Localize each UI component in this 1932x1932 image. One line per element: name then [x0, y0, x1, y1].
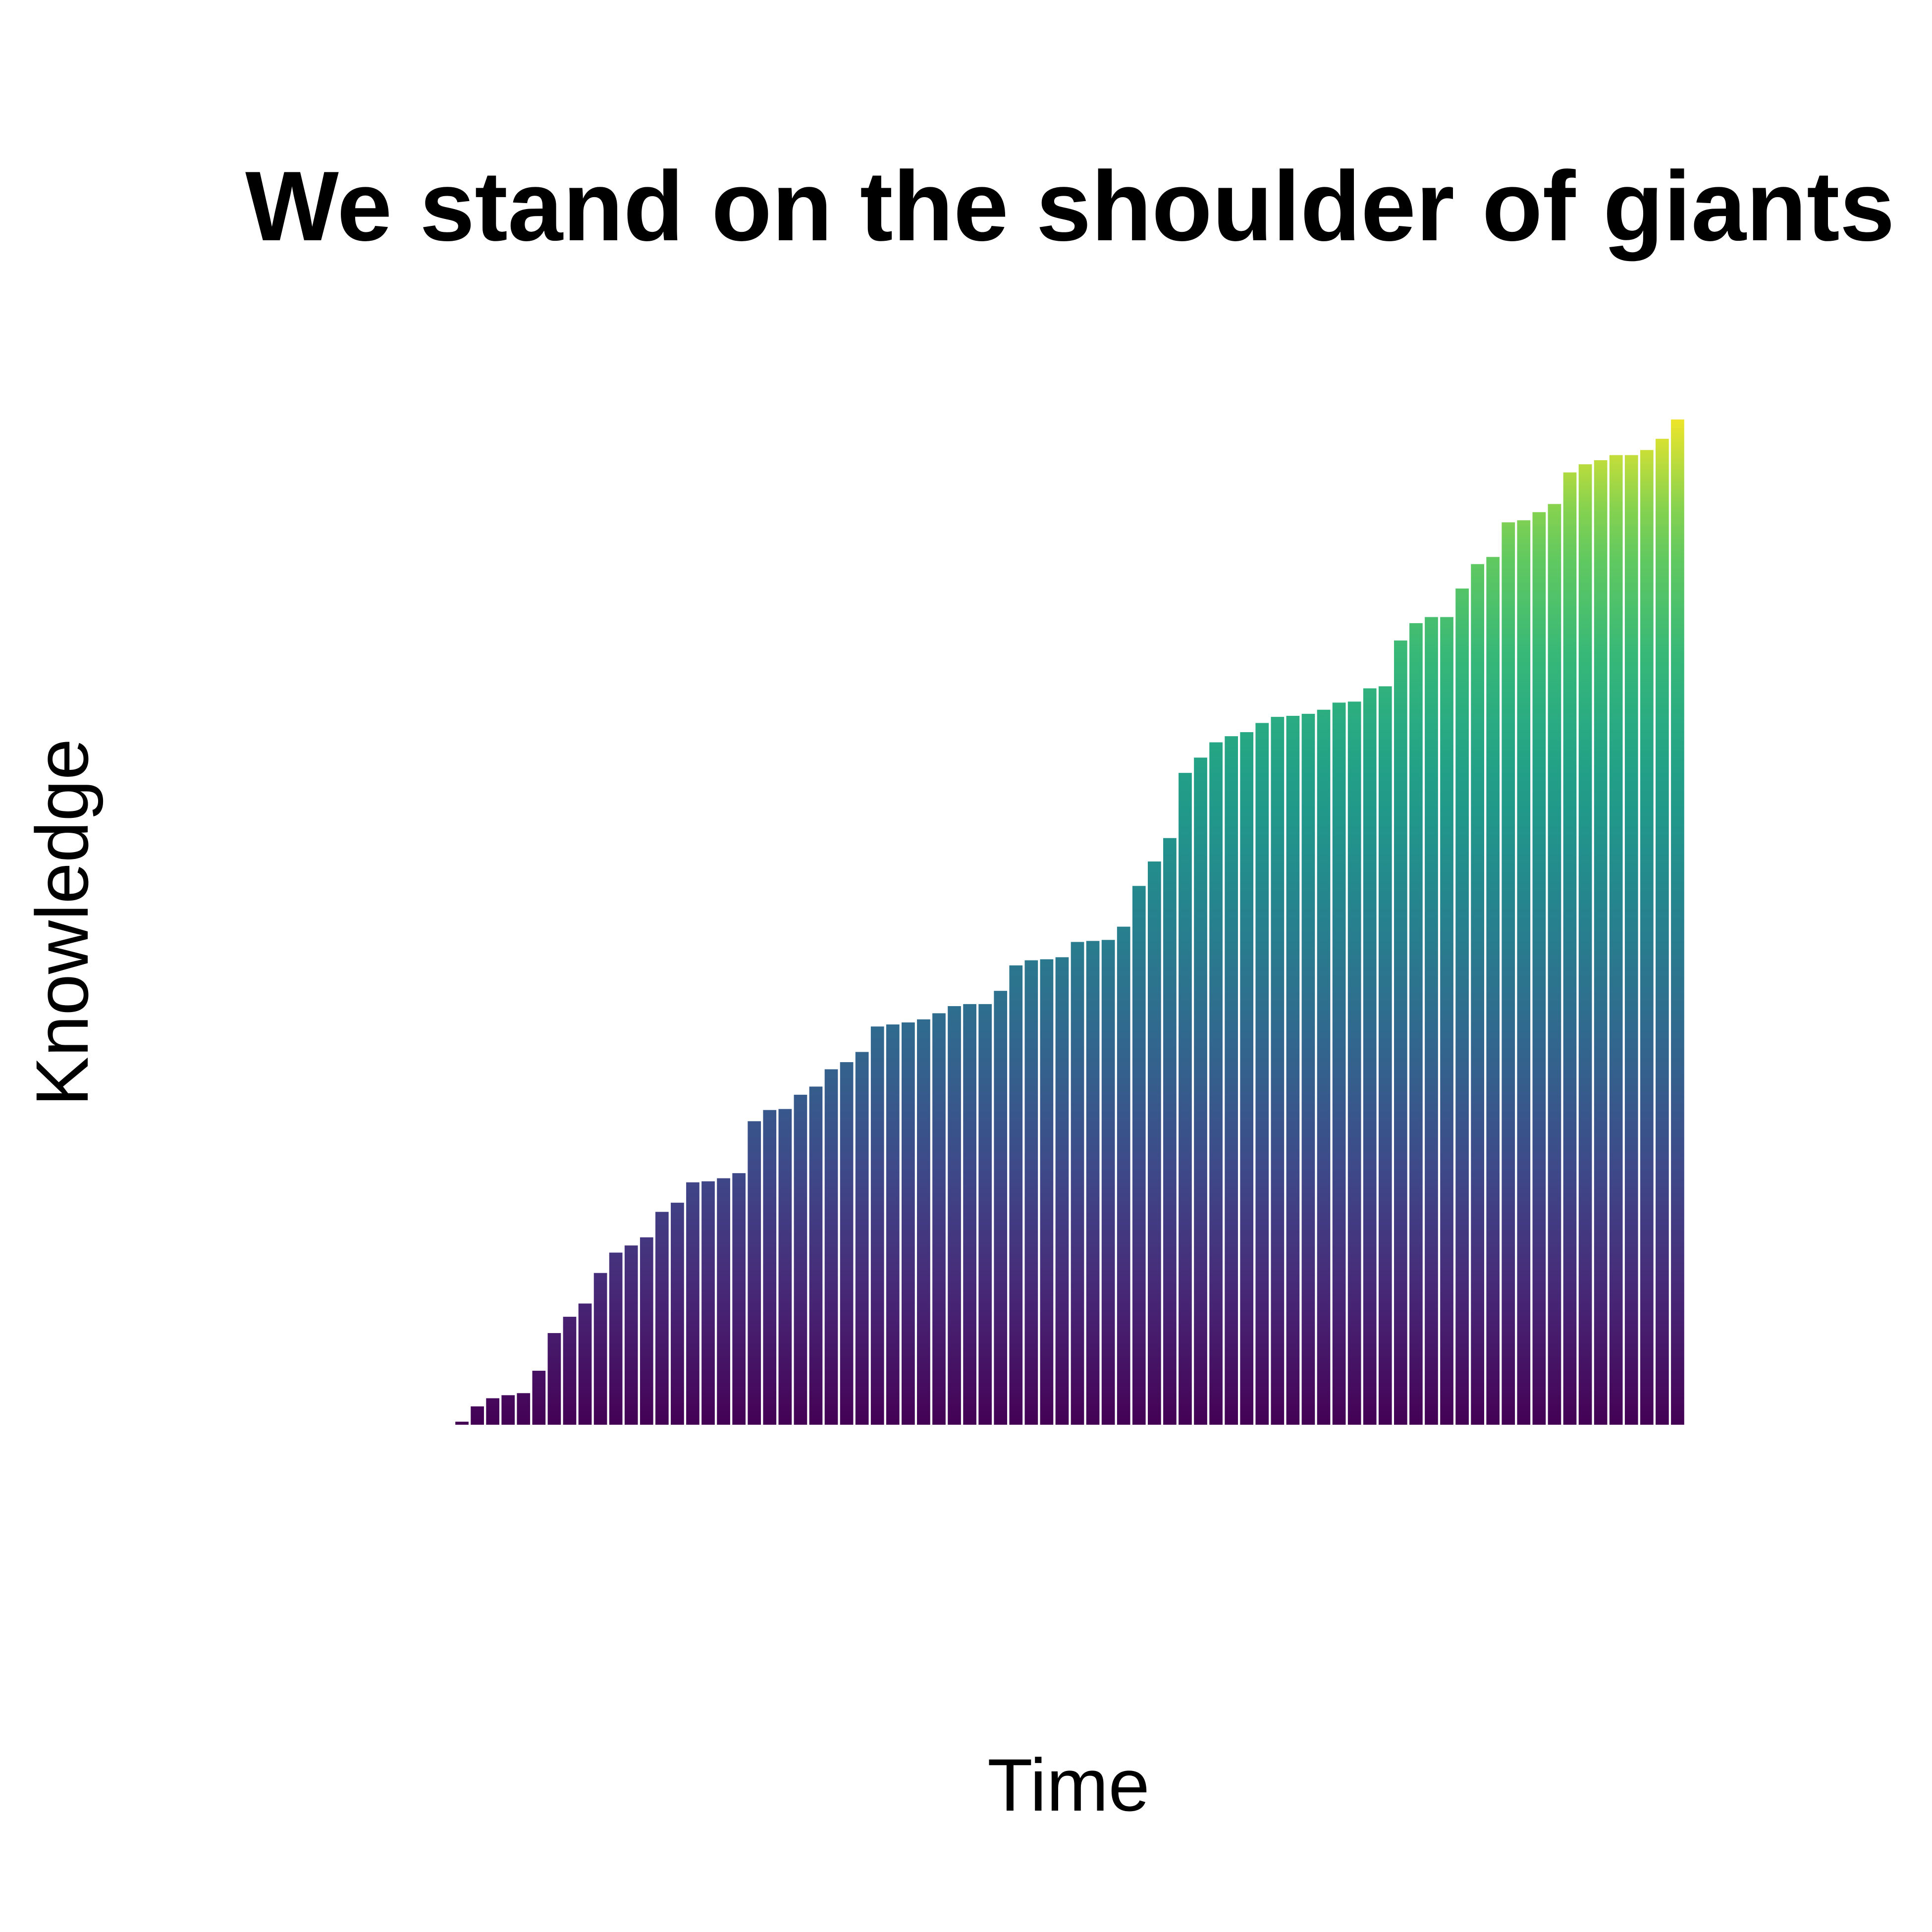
bar-55 [1286, 716, 1300, 1425]
bar-39 [1040, 959, 1054, 1425]
x-axis-label: Time [987, 1743, 1150, 1826]
bar-40 [1055, 957, 1069, 1425]
bar-60 [1363, 688, 1377, 1425]
bar-65 [1440, 617, 1453, 1425]
bar-58 [1332, 702, 1346, 1425]
bar-74 [1578, 464, 1592, 1425]
bar-28 [870, 1026, 884, 1425]
bar-17 [701, 1181, 715, 1425]
bar-57 [1317, 709, 1331, 1425]
bar-41 [1071, 942, 1084, 1425]
bar-68 [1486, 557, 1500, 1425]
bar-3 [486, 1398, 500, 1425]
bar-49 [1194, 757, 1207, 1425]
bar-64 [1425, 617, 1438, 1425]
bar-42 [1086, 941, 1100, 1425]
bar-1 [455, 1421, 469, 1425]
bar-51 [1225, 736, 1238, 1425]
bar-69 [1502, 522, 1515, 1425]
bar-56 [1301, 713, 1315, 1425]
bar-66 [1455, 589, 1469, 1425]
bar-71 [1532, 512, 1546, 1425]
bar-30 [901, 1022, 915, 1425]
bar-15 [671, 1202, 684, 1425]
y-axis-label: Knowledge [20, 739, 104, 1106]
bar-20 [748, 1121, 761, 1425]
bar-4 [501, 1395, 515, 1425]
bar-63 [1409, 623, 1423, 1425]
bar-50 [1209, 742, 1223, 1425]
bar-32 [932, 1013, 946, 1425]
bar-80 [1671, 419, 1684, 1425]
bar-10 [593, 1273, 607, 1425]
bar-72 [1548, 504, 1561, 1425]
bar-76 [1609, 455, 1623, 1425]
bar-67 [1471, 564, 1485, 1425]
bar-53 [1255, 723, 1269, 1425]
bar-24 [809, 1086, 823, 1425]
bar-70 [1517, 520, 1531, 1425]
bars-group [455, 419, 1684, 1425]
bar-25 [824, 1069, 838, 1425]
bar-46 [1147, 861, 1161, 1425]
chart-title: We stand on the shoulder of giants [245, 151, 1895, 262]
bar-47 [1163, 838, 1177, 1425]
bar-2 [471, 1406, 484, 1425]
bar-59 [1347, 701, 1361, 1425]
bar-61 [1378, 686, 1392, 1425]
bar-34 [963, 1004, 976, 1425]
bar-16 [686, 1182, 699, 1425]
bar-44 [1117, 926, 1130, 1425]
bar-9 [578, 1303, 592, 1425]
bar-23 [794, 1094, 807, 1425]
bar-38 [1024, 960, 1038, 1425]
bar-73 [1563, 472, 1577, 1425]
bar-77 [1624, 455, 1638, 1425]
bar-18 [717, 1178, 730, 1425]
bar-33 [948, 1006, 961, 1425]
bar-29 [886, 1024, 900, 1425]
bar-13 [640, 1237, 653, 1425]
bar-31 [917, 1019, 930, 1425]
bar-78 [1640, 450, 1654, 1425]
bar-21 [763, 1110, 777, 1425]
bar-54 [1271, 717, 1285, 1425]
bar-62 [1394, 640, 1407, 1425]
bar-35 [978, 1004, 992, 1425]
bar-52 [1240, 732, 1254, 1425]
bar-19 [732, 1173, 746, 1425]
bar-36 [994, 991, 1008, 1425]
bar-48 [1179, 773, 1192, 1425]
bar-8 [563, 1317, 577, 1425]
bar-79 [1656, 438, 1669, 1425]
bar-75 [1594, 460, 1608, 1425]
bar-14 [655, 1212, 669, 1425]
bar-45 [1132, 886, 1146, 1425]
bar-5 [517, 1393, 531, 1425]
bar-11 [609, 1252, 623, 1425]
bar-7 [547, 1333, 561, 1425]
bar-12 [624, 1245, 638, 1425]
bar-37 [1009, 965, 1023, 1425]
bar-43 [1101, 940, 1115, 1425]
bar-6 [532, 1371, 546, 1425]
bar-26 [840, 1062, 854, 1425]
bar-22 [778, 1109, 792, 1425]
bar-27 [855, 1052, 869, 1425]
